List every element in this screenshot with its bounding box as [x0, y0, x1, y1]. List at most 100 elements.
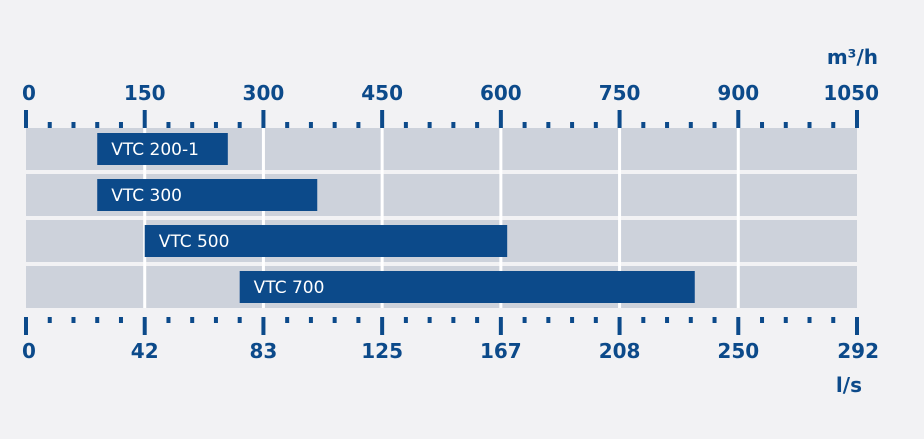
bottom-axis-minor-tick: [403, 317, 408, 323]
bottom-axis-minor-tick: [546, 317, 551, 323]
bottom-axis-major-tick: [24, 317, 28, 335]
top-axis-minor-tick: [546, 122, 551, 128]
bottom-axis-minor-tick: [71, 317, 76, 323]
bottom-axis-major-tick: [142, 317, 147, 335]
top-axis-tick-label: 300: [243, 81, 285, 105]
bottom-axis-minor-tick: [95, 317, 100, 323]
top-axis-tick-label: 750: [599, 81, 641, 105]
bottom-axis-tick-label: 0: [22, 339, 36, 363]
bottom-axis-tick-label: 292: [837, 339, 879, 363]
bottom-axis-minor-tick: [807, 317, 812, 323]
bottom-axis-minor-tick: [166, 317, 171, 323]
top-axis-minor-tick: [593, 122, 598, 128]
top-axis-minor-tick: [760, 122, 765, 128]
top-axis-tick-label: 1050: [823, 81, 879, 105]
top-axis-minor-tick: [807, 122, 812, 128]
top-axis-tick-label: 900: [717, 81, 759, 105]
bar-label: VTC 500: [159, 232, 230, 252]
bottom-axis-minor-tick: [356, 317, 361, 323]
top-axis-major-tick: [142, 110, 147, 128]
bottom-axis-minor-tick: [332, 317, 337, 323]
top-axis-minor-tick: [237, 122, 242, 128]
bottom-axis-tick-label: 250: [717, 339, 759, 363]
bar-label: VTC 200-1: [111, 140, 199, 160]
top-axis-tick-label: 150: [124, 81, 166, 105]
bottom-axis-major-tick: [498, 317, 503, 335]
bottom-axis-minor-tick: [237, 317, 242, 323]
bottom-axis-minor-tick: [451, 317, 456, 323]
top-axis-major-tick: [855, 110, 859, 128]
top-axis-major-tick: [498, 110, 503, 128]
bottom-axis-minor-tick: [475, 317, 480, 323]
bottom-axis-minor-tick: [190, 317, 195, 323]
bottom-axis-tick-label: 208: [599, 339, 641, 363]
top-axis-minor-tick: [213, 122, 218, 128]
bar: [97, 179, 318, 211]
top-axis-minor-tick: [285, 122, 290, 128]
bottom-axis-unit: l/s: [836, 373, 862, 397]
top-axis-tick-label: 450: [361, 81, 403, 105]
top-axis-minor-tick: [451, 122, 456, 128]
bottom-axis-major-tick: [736, 317, 741, 335]
top-axis-minor-tick: [783, 122, 788, 128]
bottom-axis: l/s 0 42 83 125 167 208 250 292: [22, 317, 879, 397]
bottom-axis-major-tick: [617, 317, 622, 335]
top-axis-minor-tick: [570, 122, 575, 128]
bar-label: VTC 700: [254, 278, 325, 298]
bottom-axis-major-tick: [261, 317, 266, 335]
bottom-axis-major-tick: [380, 317, 385, 335]
top-axis-minor-tick: [332, 122, 337, 128]
top-axis-tick-label: 600: [480, 81, 522, 105]
top-axis-minor-tick: [118, 122, 123, 128]
top-axis-minor-tick: [308, 122, 313, 128]
bottom-axis-minor-tick: [213, 317, 218, 323]
bottom-axis-minor-tick: [688, 317, 693, 323]
top-axis-major-tick: [380, 110, 385, 128]
bar: [144, 225, 508, 257]
top-axis-minor-tick: [475, 122, 480, 128]
bottom-axis-minor-tick: [427, 317, 432, 323]
bottom-axis-tick-label: 167: [480, 339, 522, 363]
top-axis-major-tick: [261, 110, 266, 128]
top-axis-major-tick: [617, 110, 622, 128]
top-axis-minor-tick: [71, 122, 76, 128]
bottom-axis-minor-tick: [831, 317, 836, 323]
bars: VTC 200-1 VTC 300 VTC 500 VTC 700: [97, 133, 695, 303]
bottom-axis-minor-tick: [760, 317, 765, 323]
bottom-axis-minor-tick: [285, 317, 290, 323]
top-axis-minor-tick: [95, 122, 100, 128]
top-axis-minor-tick: [712, 122, 717, 128]
top-axis-minor-tick: [522, 122, 527, 128]
top-axis-minor-tick: [665, 122, 670, 128]
top-axis-minor-tick: [356, 122, 361, 128]
top-axis-minor-tick: [166, 122, 171, 128]
bottom-axis-minor-tick: [570, 317, 575, 323]
bottom-axis-minor-tick: [47, 317, 52, 323]
bottom-axis-tick-label: 125: [361, 339, 403, 363]
top-axis-tick-label: 0: [22, 81, 36, 105]
bottom-axis-tick-label: 83: [250, 339, 278, 363]
top-axis-minor-tick: [427, 122, 432, 128]
top-axis-minor-tick: [688, 122, 693, 128]
bottom-axis-tick-label: 42: [131, 339, 159, 363]
bottom-axis-minor-tick: [783, 317, 788, 323]
top-axis-minor-tick: [641, 122, 646, 128]
top-axis-minor-tick: [190, 122, 195, 128]
bar-label: VTC 300: [111, 186, 182, 206]
top-axis-minor-tick: [47, 122, 52, 128]
bar: [239, 271, 695, 303]
bottom-axis-minor-tick: [641, 317, 646, 323]
bottom-axis-minor-tick: [593, 317, 598, 323]
top-axis-major-tick: [24, 110, 28, 128]
bottom-axis-minor-tick: [308, 317, 313, 323]
top-axis-major-tick: [736, 110, 741, 128]
top-axis-minor-tick: [403, 122, 408, 128]
bottom-axis-minor-tick: [665, 317, 670, 323]
bottom-axis-major-tick: [855, 317, 859, 335]
bottom-axis-minor-tick: [712, 317, 717, 323]
top-axis-minor-tick: [831, 122, 836, 128]
bottom-axis-minor-tick: [522, 317, 527, 323]
top-axis-unit: m³/h: [827, 45, 878, 69]
bottom-axis-minor-tick: [118, 317, 123, 323]
